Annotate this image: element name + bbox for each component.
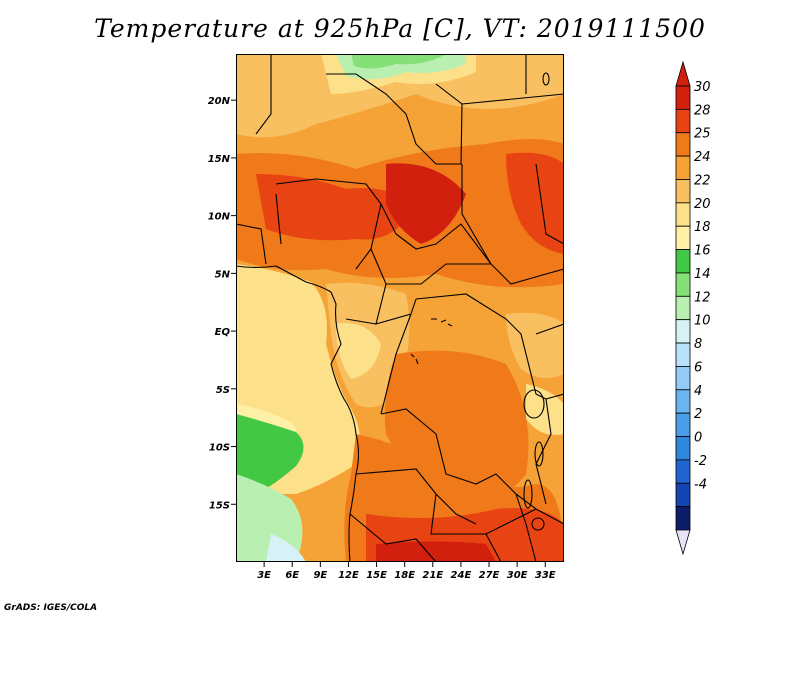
- colorbar-label: 6: [694, 360, 702, 375]
- colorbar-label: 28: [694, 103, 711, 118]
- lon-axis: 3E 6E 9E 12E 15E 18E 21E 24E 27E 30E 33E: [257, 562, 556, 581]
- field-ocean-sw: [266, 534, 306, 562]
- lat-tick-label: 20N: [208, 96, 231, 107]
- colorbar-box: [675, 459, 691, 484]
- lon-tick-label: 21E: [422, 570, 443, 581]
- field-ocean-green: [236, 414, 304, 494]
- colorbar-box: [675, 108, 691, 134]
- field-sahel-core-west: [256, 174, 416, 241]
- lat-axis: 20N 15N 10N 5N EQ 5S 10S 15S: [208, 96, 236, 511]
- lat-tick-label: EQ: [215, 327, 231, 338]
- field-sahel-core-center: [386, 163, 466, 244]
- field-south-core: [376, 541, 496, 562]
- colorbar-label: 20: [694, 197, 711, 212]
- colorbar-box: [675, 342, 691, 367]
- lat-tick-label: 15N: [208, 154, 231, 165]
- grads-credit: GrADS: IGES/COLA: [4, 603, 98, 613]
- field-sahel-core-east: [506, 152, 564, 254]
- lon-tick-label: 15E: [366, 570, 387, 581]
- colorbar-box: [675, 366, 691, 391]
- colorbar-label: 22: [694, 173, 711, 188]
- lon-tick-label: 24E: [451, 570, 472, 581]
- map-border: [236, 54, 564, 562]
- colorbar-label: -2: [694, 454, 707, 469]
- field-gabon: [336, 323, 381, 379]
- lat-tick-label: 10N: [208, 212, 231, 223]
- map-title: Temperature at 925hPa [C], VT: 201911150…: [94, 14, 706, 43]
- colorbar-label: 10: [694, 314, 711, 329]
- field-north-band: [236, 54, 564, 138]
- colorbar-label: -4: [694, 477, 707, 492]
- field-sahara-green-dark: [351, 54, 446, 69]
- colorbar-box: [675, 506, 691, 531]
- colorbar-box: [675, 412, 691, 437]
- colorbar-label: 16: [694, 244, 711, 259]
- lon-tick-label: 18E: [394, 570, 415, 581]
- lat-tick-label: 10S: [209, 443, 230, 454]
- colorbar-box: [675, 249, 691, 274]
- colorbar-box: [675, 132, 691, 157]
- colorbar-box: [675, 295, 691, 321]
- lon-tick-label: 33E: [535, 570, 556, 581]
- colorbar-label: 18: [694, 220, 711, 235]
- colorbar-label: 0: [694, 431, 702, 446]
- colorbar-box: [675, 436, 691, 461]
- lon-tick-label: 9E: [313, 570, 327, 581]
- lon-tick-label: 30E: [507, 570, 528, 581]
- lat-tick-label: 5S: [216, 385, 230, 396]
- colorbar-box: [675, 155, 691, 180]
- temperature-map: [236, 54, 564, 562]
- lat-tick-label: 5N: [215, 269, 231, 280]
- colorbar-under-triangle: [675, 529, 691, 556]
- colorbar-label: 14: [694, 267, 711, 282]
- colorbar-box: [675, 225, 691, 250]
- lat-tick-label: 15S: [209, 500, 230, 511]
- colorbar-label: 24: [694, 150, 711, 165]
- colorbar-label: 8: [694, 337, 702, 352]
- boundaries: [236, 54, 564, 562]
- lon-tick-label: 27E: [479, 570, 500, 581]
- colorbar-label: 2: [694, 407, 702, 422]
- colorbar-box: [675, 202, 691, 227]
- colorbar-box: [675, 179, 691, 204]
- lon-tick-label: 12E: [338, 570, 359, 581]
- colorbar-label: 12: [694, 290, 711, 305]
- field-ocean-south: [236, 474, 303, 562]
- colorbar-box: [675, 272, 691, 297]
- colorbar-box: [675, 85, 691, 110]
- colorbar-over-triangle: [675, 60, 691, 87]
- colorbar-label: 25: [694, 127, 711, 142]
- colorbar-box: [675, 482, 691, 508]
- colorbar-label: 4: [694, 384, 702, 399]
- map-panel: 20N 15N 10N 5N EQ 5S 10S 15S 3E 6E 9E 12E 15E 18E 21E…: [208, 54, 564, 581]
- colorbar-box: [675, 389, 691, 414]
- lon-tick-label: 3E: [257, 570, 271, 581]
- colorbar-label: 30: [694, 80, 711, 95]
- colorbar-box: [675, 319, 691, 344]
- lon-tick-label: 6E: [285, 570, 299, 581]
